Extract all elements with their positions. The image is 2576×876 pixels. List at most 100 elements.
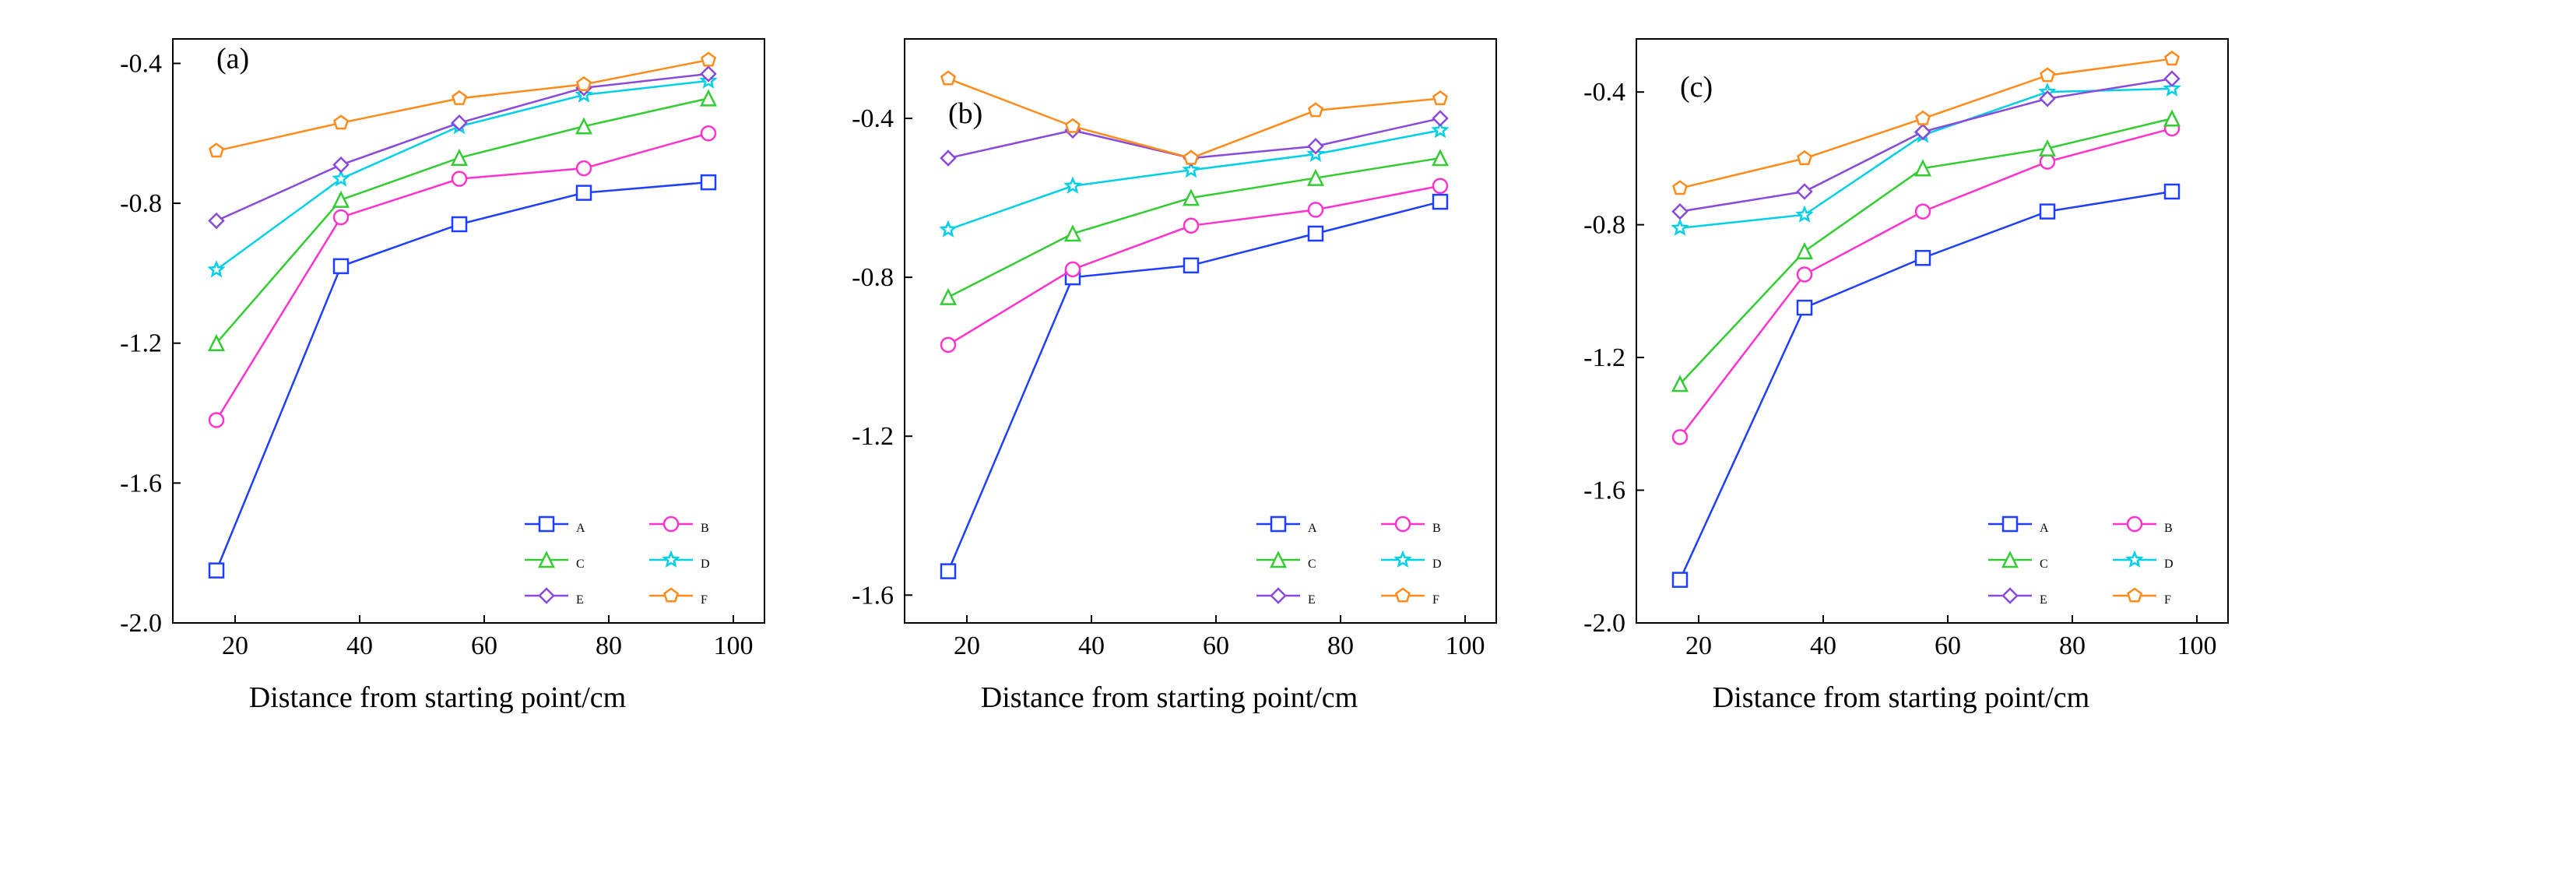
series-marker-C — [941, 290, 955, 304]
series-marker-A — [577, 186, 591, 200]
legend-label-B: B — [1432, 522, 1441, 535]
legend-label-D: D — [701, 558, 710, 571]
legend-label-A: A — [1308, 522, 1317, 535]
x-tick-label: 80 — [2059, 631, 2086, 660]
x-tick-label: 40 — [346, 631, 373, 660]
series-line-F — [216, 60, 708, 151]
legend-label-E: E — [1308, 593, 1316, 607]
y-tick-label: -2.0 — [120, 609, 162, 638]
series-marker-A — [452, 217, 466, 231]
x-tick-label: 80 — [596, 631, 622, 660]
panel-b: 20406080100-0.4-0.8-1.2-1.6(b)ABCDEFDist… — [827, 23, 1512, 715]
legend-label-F: F — [1432, 593, 1439, 607]
x-tick-label: 20 — [222, 631, 248, 660]
legend-label-A: A — [2040, 522, 2049, 535]
series-marker-A — [209, 564, 223, 578]
series-marker-F — [1066, 119, 1079, 132]
series-marker-F — [452, 91, 466, 104]
series-marker-E — [1433, 111, 1447, 125]
series-marker-F — [1798, 151, 1811, 164]
legend-label-E: E — [576, 593, 584, 607]
legend-label-F: F — [701, 593, 708, 607]
series-marker-A — [2040, 205, 2054, 219]
series-marker-B — [1798, 268, 1812, 282]
x-tick-label: 100 — [2177, 631, 2217, 660]
series-marker-F — [334, 116, 347, 128]
legend: A B C D E F — [1256, 517, 1442, 607]
y-tick-label: -1.2 — [852, 422, 894, 451]
series-marker-A — [1309, 227, 1323, 241]
series-marker-A — [1184, 259, 1198, 273]
y-tick-label: -1.2 — [120, 329, 162, 358]
legend-label-A: A — [576, 522, 585, 535]
y-tick-label: -1.6 — [1583, 477, 1625, 505]
y-tick-label: -1.6 — [120, 469, 162, 498]
x-tick-label: 20 — [954, 631, 980, 660]
series-marker-E — [334, 158, 348, 172]
legend-marker-F — [1396, 589, 1409, 601]
legend-marker-F — [2128, 589, 2141, 601]
series-marker-F — [1673, 181, 1686, 194]
series-marker-D — [334, 172, 347, 185]
series-marker-C — [334, 193, 348, 207]
legend-marker-A — [2003, 517, 2017, 531]
series-marker-E — [1916, 125, 1930, 139]
series-marker-B — [1184, 219, 1198, 233]
x-tick-label: 40 — [1810, 631, 1836, 660]
series-marker-F — [577, 77, 590, 90]
legend-marker-B — [2128, 517, 2142, 531]
y-tick-label: -1.2 — [1583, 343, 1625, 372]
series-marker-F — [701, 53, 715, 65]
series-marker-C — [452, 151, 466, 165]
series-marker-D — [941, 223, 954, 235]
x-tick-label: 20 — [1685, 631, 1712, 660]
y-tick-label: -0.4 — [1583, 78, 1625, 107]
series-marker-B — [334, 210, 348, 224]
series-marker-F — [1184, 151, 1197, 164]
series-marker-F — [1916, 111, 1929, 124]
series-marker-F — [1433, 92, 1446, 104]
y-tick-label: -2.0 — [1583, 609, 1625, 638]
legend-marker-F — [664, 589, 677, 601]
series-marker-B — [1309, 202, 1323, 216]
series-marker-E — [1673, 205, 1687, 219]
y-tick-label: -0.8 — [120, 189, 162, 218]
legend-label-E: E — [2040, 593, 2047, 607]
series-line-E — [1680, 79, 2172, 211]
series-marker-B — [1066, 262, 1080, 276]
legend-marker-B — [664, 517, 678, 531]
ylabel-wrap: Verticle displacement/cm — [23, 23, 65, 740]
panel-label: (c) — [1680, 71, 1713, 104]
series-marker-A — [1433, 195, 1447, 209]
series-marker-F — [2165, 52, 2178, 65]
series-marker-F — [1309, 104, 1322, 116]
panel-c: 20406080100-0.4-0.8-1.2-1.6-2.0(c)ABCDEF… — [1559, 23, 2244, 715]
series-line-A — [948, 202, 1440, 571]
y-tick-label: -1.6 — [852, 581, 894, 610]
series-marker-E — [941, 151, 955, 165]
series-marker-B — [1916, 205, 1930, 219]
x-tick-label: 60 — [471, 631, 497, 660]
legend-label-C: C — [1308, 558, 1316, 571]
series-marker-A — [1916, 251, 1930, 265]
series-marker-C — [2165, 111, 2179, 125]
legend-marker-D — [1396, 553, 1409, 565]
x-axis-label: Distance from starting point/cm — [95, 681, 780, 715]
series-marker-B — [577, 161, 591, 175]
series-marker-C — [701, 91, 715, 105]
series-line-F — [948, 79, 1440, 158]
legend-label-B: B — [701, 522, 709, 535]
x-tick-label: 100 — [714, 631, 754, 660]
legend-marker-A — [1271, 517, 1285, 531]
legend-label-F: F — [2164, 593, 2171, 607]
series-marker-F — [209, 144, 223, 157]
series-marker-D — [209, 262, 223, 275]
legend-label-D: D — [1432, 558, 1442, 571]
series-marker-B — [452, 172, 466, 186]
series-line-D — [948, 130, 1440, 230]
series-marker-E — [1798, 185, 1812, 199]
legend-label-C: C — [2040, 558, 2048, 571]
series-line-A — [1680, 192, 2172, 580]
series-line-A — [216, 182, 708, 571]
series-marker-A — [941, 565, 955, 579]
